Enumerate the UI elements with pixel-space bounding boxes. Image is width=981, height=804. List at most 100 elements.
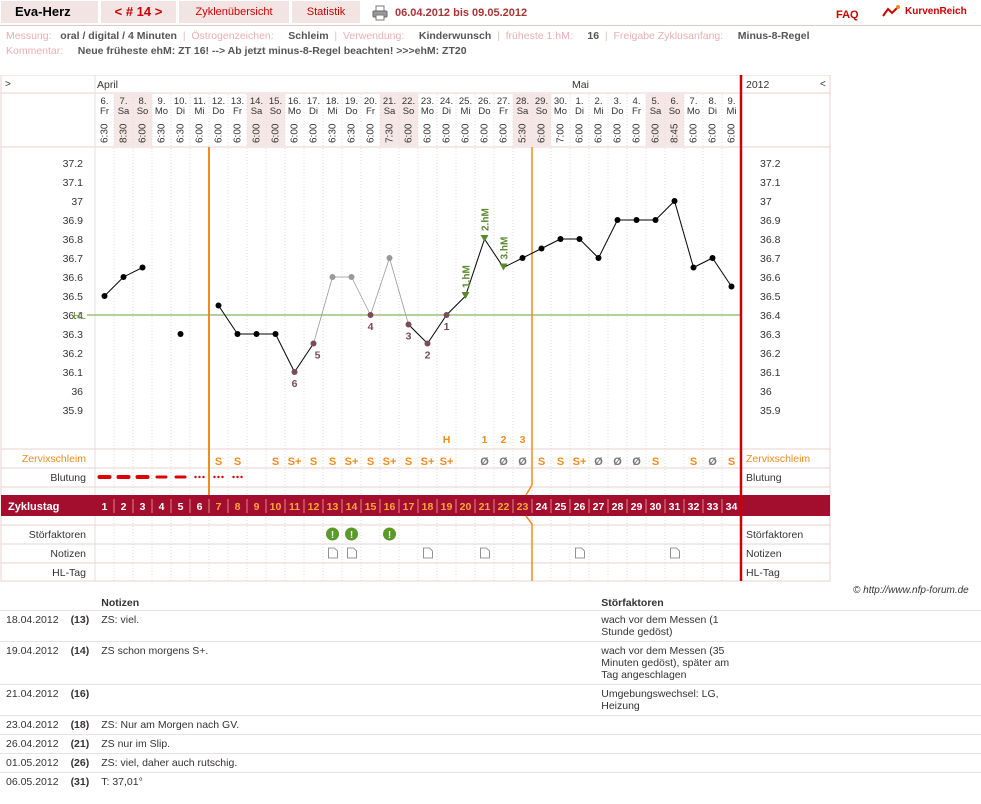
temp-line [598, 219, 618, 259]
bleeding-spot [194, 475, 197, 479]
note-text: ZS schon morgens S+. [95, 641, 596, 685]
measure-time: 6:00 [195, 123, 206, 143]
day-number: 6. [671, 96, 679, 107]
day-number: 26. [478, 96, 491, 107]
y-tick-left: 36.6 [63, 272, 84, 284]
stoer-row-label: Störfaktoren [29, 529, 86, 541]
measure-time: 6:00 [594, 123, 605, 143]
weekday: Do [478, 106, 490, 117]
cycle-overview-tab[interactable]: Zyklenübersicht [179, 1, 289, 23]
measure-time: 7:00 [556, 123, 567, 143]
cycleday-band [1, 495, 830, 516]
temp-point [101, 293, 108, 299]
note-stoer: wach vor dem Messen (35 Minuten gedöst),… [595, 641, 746, 685]
y-tick-right: 36 [760, 386, 772, 398]
weekday: Di [708, 106, 717, 117]
y-tick-left: 37.2 [63, 158, 84, 170]
note-stoer: wach vor dem Messen (1 Stunde gedöst) [595, 610, 746, 642]
y-tick-left: 37.1 [63, 177, 84, 189]
y-tick-left: 36.9 [63, 215, 84, 227]
cycleday-number: 17 [403, 501, 415, 513]
measure-time: 6:00 [138, 123, 149, 143]
statistics-tab[interactable]: Statistik [292, 1, 360, 23]
weekday: Di [309, 106, 318, 117]
weekday: So [403, 106, 415, 117]
note-filler [745, 684, 981, 716]
weekday: Di [575, 106, 584, 117]
temp-point [633, 217, 640, 223]
day-number: 29. [535, 96, 548, 107]
logo[interactable]: KurvenReich [880, 4, 967, 23]
weekday: Mo [554, 106, 567, 117]
measure-time: 6:00 [499, 123, 510, 143]
cycle-navigator[interactable]: < # 14 > [101, 1, 176, 23]
temp-point [310, 340, 317, 347]
weekend-shade [532, 94, 551, 146]
measure-time: 6:30 [328, 123, 339, 143]
note-filler [745, 772, 981, 791]
cycleday-number: 32 [688, 501, 700, 513]
month-label: April [97, 79, 118, 91]
measure-time: 6:00 [613, 123, 624, 143]
cycleday-number: 22 [498, 501, 510, 513]
note-date: 01.05.2012 [0, 753, 65, 773]
temp-line [693, 257, 713, 268]
temp-point [291, 369, 298, 375]
bleeding-spot [213, 475, 216, 479]
weekday: Sa [251, 106, 263, 117]
y-tick-left: 36.7 [63, 253, 84, 265]
day-number: 25. [459, 96, 472, 107]
printer-icon[interactable] [372, 5, 388, 21]
faq-link[interactable]: FAQ [836, 9, 859, 21]
header-day [65, 596, 96, 611]
temp-line [674, 200, 694, 268]
y-tick-right: 36.3 [760, 329, 781, 341]
note-filler [745, 753, 981, 773]
measure-time: 6:00 [214, 123, 225, 143]
temp-point [652, 217, 659, 223]
day-number: 8. [709, 96, 717, 107]
temp-line [655, 200, 675, 221]
note-row: 06.05.2012 (31) T: 37,01° [0, 772, 981, 791]
notes-row-label-right: Notizen [746, 548, 782, 560]
measure-time: 7:30 [385, 123, 396, 143]
high-measurement-label: 3.hM [500, 237, 511, 260]
day-number: 7. [120, 96, 128, 107]
measure-time: 6:00 [252, 123, 263, 143]
note-row: 21.04.2012 (16) Umgebungswechsel: LG, Heiz… [0, 684, 981, 716]
temp-point [538, 245, 545, 252]
low-count-label: 2 [425, 350, 431, 362]
note-date: 19.04.2012 [0, 641, 65, 685]
hl-label: HL [73, 311, 86, 322]
y-tick-right: 36.4 [760, 310, 781, 322]
mucus-symbol: S+ [383, 456, 397, 468]
weekday: Mi [726, 106, 736, 117]
temp-line [275, 333, 295, 373]
bleeding-spot [232, 475, 235, 479]
disturbance-icon [326, 527, 339, 541]
note-row: 26.04.2012 (21) ZS nur im Slip. [0, 734, 981, 754]
day-number: 23. [421, 96, 434, 107]
header-stoer: Störfaktoren [601, 597, 664, 609]
measure-time: 6:00 [708, 123, 719, 143]
measure-time: 6:00 [575, 123, 586, 143]
day-number: 19. [345, 96, 358, 107]
kommentar-label: Kommentar: [6, 45, 64, 57]
mucus-symbol: Ø [480, 456, 489, 468]
y-tick-right: 36.7 [760, 253, 781, 265]
y-tick-right: 37.2 [760, 158, 781, 170]
weekday: So [137, 106, 149, 117]
temp-point [519, 255, 526, 261]
mucus-symbol: S [538, 456, 545, 468]
cycleday-number: 13 [327, 501, 339, 513]
y-tick-left: 37 [71, 196, 83, 208]
day-number: 27. [497, 96, 510, 107]
day-number: 20. [364, 96, 377, 107]
measure-time: 6:00 [461, 123, 472, 143]
note-cycle-day: (26) [64, 753, 96, 773]
note-date: 18.04.2012 [0, 610, 65, 642]
cycleday-number: 8 [235, 501, 241, 513]
y-tick-left: 36.4 [63, 310, 84, 322]
weekday: So [270, 106, 282, 117]
measure-time: 6:30 [347, 123, 358, 143]
